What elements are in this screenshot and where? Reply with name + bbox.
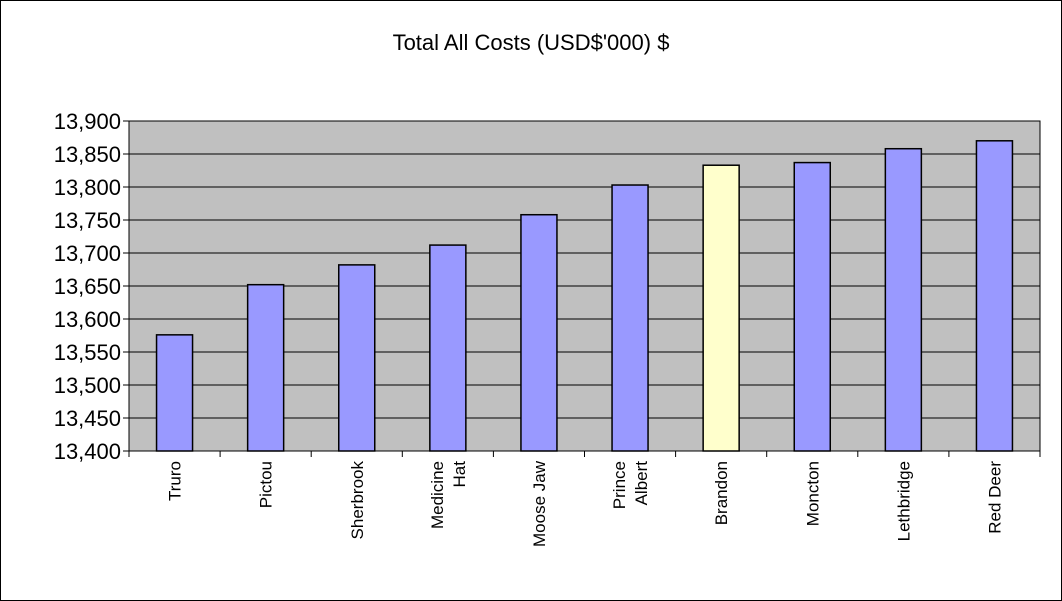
- y-tick-label: 13,400: [54, 439, 121, 464]
- y-tick-label: 13,700: [54, 241, 121, 266]
- y-tick-label: 13,600: [54, 307, 121, 332]
- x-category-label: Prince: [610, 461, 629, 509]
- y-tick-label: 13,850: [54, 142, 121, 167]
- bar: [884, 147, 923, 452]
- bar: [611, 184, 649, 452]
- bar: [702, 164, 740, 452]
- bar: [429, 244, 467, 452]
- y-tick-label: 13,800: [54, 175, 121, 200]
- x-category-label: Pictou: [257, 461, 276, 508]
- chart-title: Total All Costs (USD$'000) $: [392, 30, 670, 55]
- x-category-label: Medicine: [428, 461, 447, 529]
- x-category-label: Lethbridge: [894, 461, 913, 541]
- x-category-label: Brandon: [712, 461, 731, 525]
- x-category-label: Albert: [632, 461, 651, 506]
- x-category-label: Hat: [450, 461, 469, 488]
- x-category-label: Red Deer: [985, 461, 1004, 534]
- bar: [520, 213, 558, 452]
- bar: [338, 264, 376, 452]
- plot-border: [128, 120, 1041, 452]
- y-tick-label: 13,500: [54, 373, 121, 398]
- bar: [793, 161, 831, 452]
- x-category-label: Sherbrook: [348, 461, 367, 540]
- y-tick-label: 13,550: [54, 340, 121, 365]
- x-category-label: Moncton: [803, 461, 822, 526]
- bar: [155, 334, 194, 452]
- y-tick-label: 13,900: [54, 109, 121, 134]
- y-tick-label: 13,450: [54, 406, 121, 431]
- bar: [246, 283, 285, 452]
- x-category-label: Truro: [166, 461, 185, 501]
- bar: [975, 140, 1014, 452]
- x-category-label: Moose Jaw: [530, 460, 549, 547]
- y-tick-label: 13,750: [54, 208, 121, 233]
- y-tick-label: 13,650: [54, 274, 121, 299]
